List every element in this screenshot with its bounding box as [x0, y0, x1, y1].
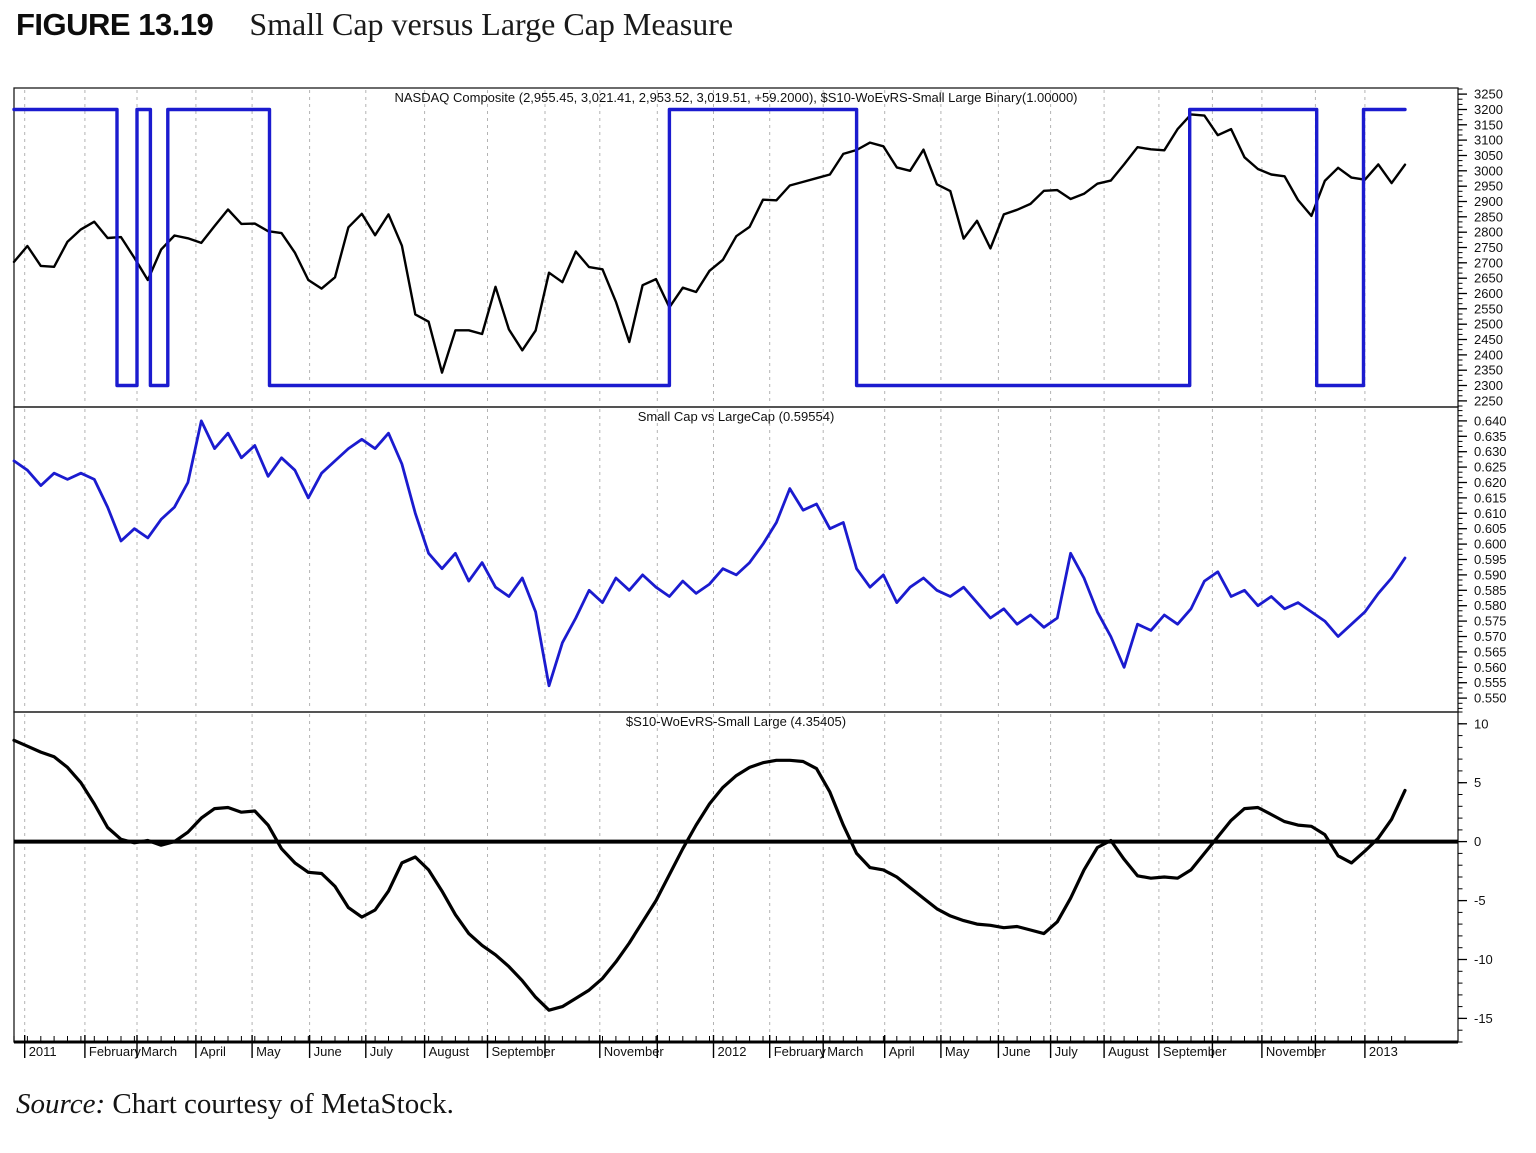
y-tick-label: 2500 [1474, 317, 1503, 332]
y-tick-label: -15 [1474, 1011, 1493, 1026]
month-label: 2012 [718, 1044, 747, 1059]
month-label: July [370, 1044, 394, 1059]
y-tick-label: 3200 [1474, 102, 1503, 117]
y-tick-label: 2950 [1474, 179, 1503, 194]
y-tick-label: 2300 [1474, 378, 1503, 393]
y-tick-label: 0.640 [1474, 413, 1507, 428]
y-tick-label: 0.635 [1474, 429, 1507, 444]
price-frame [13, 87, 1459, 408]
month-label: May [945, 1044, 970, 1059]
month-label: June [314, 1044, 342, 1059]
ratio-panel: 0.5500.5550.5600.5650.5700.5750.5800.585… [12, 406, 1507, 713]
y-tick-label: 5 [1474, 775, 1481, 790]
y-tick-label: -10 [1474, 952, 1493, 967]
source-text: Chart courtesy of MetaStock. [105, 1088, 454, 1120]
month-label: September [1163, 1044, 1227, 1059]
y-tick-label: 10 [1474, 716, 1488, 731]
month-label: 2011 [29, 1044, 57, 1059]
y-tick-label: 3050 [1474, 148, 1503, 163]
y-tick-label: 2900 [1474, 194, 1503, 209]
source-line: Source: Chart courtesy of MetaStock. [16, 1088, 454, 1121]
y-tick-label: 2750 [1474, 240, 1503, 255]
source-prefix: Source: [16, 1088, 106, 1120]
y-tick-label: 2800 [1474, 225, 1503, 240]
month-label: May [256, 1044, 281, 1059]
month-label: August [1108, 1044, 1149, 1059]
y-tick-label: 0.565 [1474, 644, 1507, 659]
price-title: NASDAQ Composite (2,955.45, 3,021.41, 2,… [394, 90, 1077, 105]
y-tick-label: 0.595 [1474, 552, 1507, 567]
y-tick-label: 3250 [1474, 87, 1503, 102]
y-tick-label: 2400 [1474, 347, 1503, 362]
y-tick-label: 0.580 [1474, 598, 1507, 613]
oscillator-line-oscillator [12, 738, 1407, 1012]
price-panel: 2250230023502400245025002550260026502700… [12, 87, 1503, 408]
month-label: 2013 [1369, 1044, 1398, 1059]
ratio-frame [13, 406, 1459, 713]
oscillator-frame [13, 711, 1459, 1043]
time-axis: 2011 February March April May June July August S… [13, 1035, 1458, 1059]
y-tick-label: 0.575 [1474, 614, 1507, 629]
month-label: June [1002, 1044, 1030, 1059]
figure-label: FIGURE 13.19 [16, 7, 214, 42]
y-tick-label: 2700 [1474, 255, 1503, 270]
oscillator-panel: -15 -10 -5 0 5 10 $S10-WoEvRS-Small Large (4.3… [12, 711, 1493, 1043]
y-tick-label: 0.600 [1474, 537, 1507, 552]
y-tick-label: 3150 [1474, 117, 1503, 132]
y-tick-label: 2550 [1474, 301, 1503, 316]
y-tick-label: 0.630 [1474, 444, 1507, 459]
y-tick-label: -5 [1474, 893, 1486, 908]
y-tick-label: 0.620 [1474, 475, 1507, 490]
y-tick-label: 0.570 [1474, 629, 1507, 644]
y-tick-label: 3100 [1474, 133, 1503, 148]
figure-title: Small Cap versus Large Cap Measure [249, 6, 734, 42]
y-tick-label: 0.610 [1474, 506, 1507, 521]
month-label: February [89, 1044, 142, 1059]
oscillator-title: $S10-WoEvRS-Small Large (4.35405) [626, 714, 846, 729]
month-label: July [1055, 1044, 1079, 1059]
month-label: August [429, 1044, 470, 1059]
y-tick-label: 2650 [1474, 271, 1503, 286]
metastock-chart: 2250230023502400245025002550260026502700… [12, 87, 1507, 1059]
y-tick-label: 0 [1474, 834, 1481, 849]
month-label: November [604, 1044, 665, 1059]
month-label: April [200, 1044, 226, 1059]
price-line-price [12, 113, 1407, 374]
y-tick-label: 0.555 [1474, 675, 1507, 690]
y-tick-label: 0.550 [1474, 691, 1507, 706]
month-label: November [1266, 1044, 1327, 1059]
y-tick-label: 2350 [1474, 363, 1503, 378]
ratio-title: Small Cap vs LargeCap (0.59554) [638, 409, 835, 424]
price-line-signal [12, 107, 1407, 388]
month-label: February [774, 1044, 827, 1059]
figure-header: FIGURE 13.19 Small Cap versus Large Cap M… [16, 6, 733, 43]
ratio-line-ratio [12, 419, 1407, 688]
y-tick-label: 0.605 [1474, 521, 1507, 536]
y-tick-label: 2600 [1474, 286, 1503, 301]
y-tick-label: 0.560 [1474, 660, 1507, 675]
y-tick-label: 0.625 [1474, 460, 1507, 475]
y-tick-label: 2850 [1474, 209, 1503, 224]
month-label: March [141, 1044, 177, 1059]
month-label: March [827, 1044, 863, 1059]
y-tick-label: 2450 [1474, 332, 1503, 347]
y-tick-label: 0.585 [1474, 583, 1507, 598]
month-label: September [492, 1044, 556, 1059]
y-tick-label: 3000 [1474, 163, 1503, 178]
y-tick-label: 0.615 [1474, 490, 1507, 505]
y-tick-label: 2250 [1474, 393, 1503, 408]
y-tick-label: 0.590 [1474, 567, 1507, 582]
month-label: April [889, 1044, 915, 1059]
